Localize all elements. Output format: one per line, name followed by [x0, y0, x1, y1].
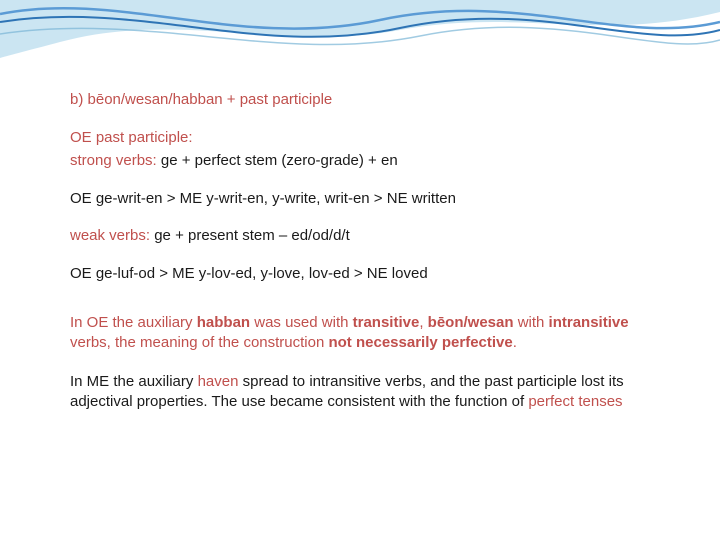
p1-a: In OE the auxiliary: [70, 314, 197, 331]
p2-a: In ME the auxiliary: [70, 373, 198, 390]
p1-c: was used with: [250, 314, 353, 331]
p1-e: ,: [419, 314, 427, 331]
p2-perfect: perfect tenses: [528, 393, 622, 410]
weak-ex-a: OE ge-luf-od > ME y-lov-ed,: [70, 265, 256, 282]
oe-pp-label: OE past participle:: [70, 128, 660, 148]
weak-example: OE ge-luf-od > ME y-lov-ed, y-love, lov-…: [70, 264, 660, 284]
p1-intransitive: intransitive: [549, 314, 629, 331]
strong-example: OE ge-writ-en > ME y-writ-en, y-write, w…: [70, 189, 660, 209]
weak-verbs-rule: ge + present stem – ed/od/d/t: [150, 227, 350, 244]
strong-verbs-rule: ge + perfect stem (zero-grade) + en: [157, 152, 398, 169]
p1-i: verbs, the meaning of the construction: [70, 334, 328, 351]
strong-verbs-label: strong verbs:: [70, 152, 157, 169]
p2-haven: haven: [198, 373, 239, 390]
weak-verbs-label: weak verbs:: [70, 227, 150, 244]
p1-beon: bēon/wesan: [428, 314, 514, 331]
paragraph-oe: In OE the auxiliary habban was used with…: [70, 313, 660, 354]
strong-ex-c: writ-en > NE written: [320, 190, 455, 207]
strong-ex-b: y-write,: [268, 190, 321, 207]
p1-g: with: [514, 314, 549, 331]
p1-habban: habban: [197, 314, 250, 331]
slide-content: b) bēon/wesan/habban + past participle O…: [0, 0, 720, 436]
p1-transitive: transitive: [353, 314, 420, 331]
weak-ex-b: y-love, lov-ed > NE loved: [256, 265, 427, 282]
weak-verbs-line: weak verbs: ge + present stem – ed/od/d/…: [70, 226, 660, 246]
p1-notperf: not necessarily perfective: [328, 334, 512, 351]
strong-ex-a: OE ge-writ-en > ME y-writ-en,: [70, 190, 268, 207]
strong-verbs-line: strong verbs: ge + perfect stem (zero-gr…: [70, 151, 660, 171]
heading-b: b) bēon/wesan/habban + past participle: [70, 90, 660, 110]
p1-k: .: [513, 334, 517, 351]
paragraph-me: In ME the auxiliary haven spread to intr…: [70, 372, 660, 413]
